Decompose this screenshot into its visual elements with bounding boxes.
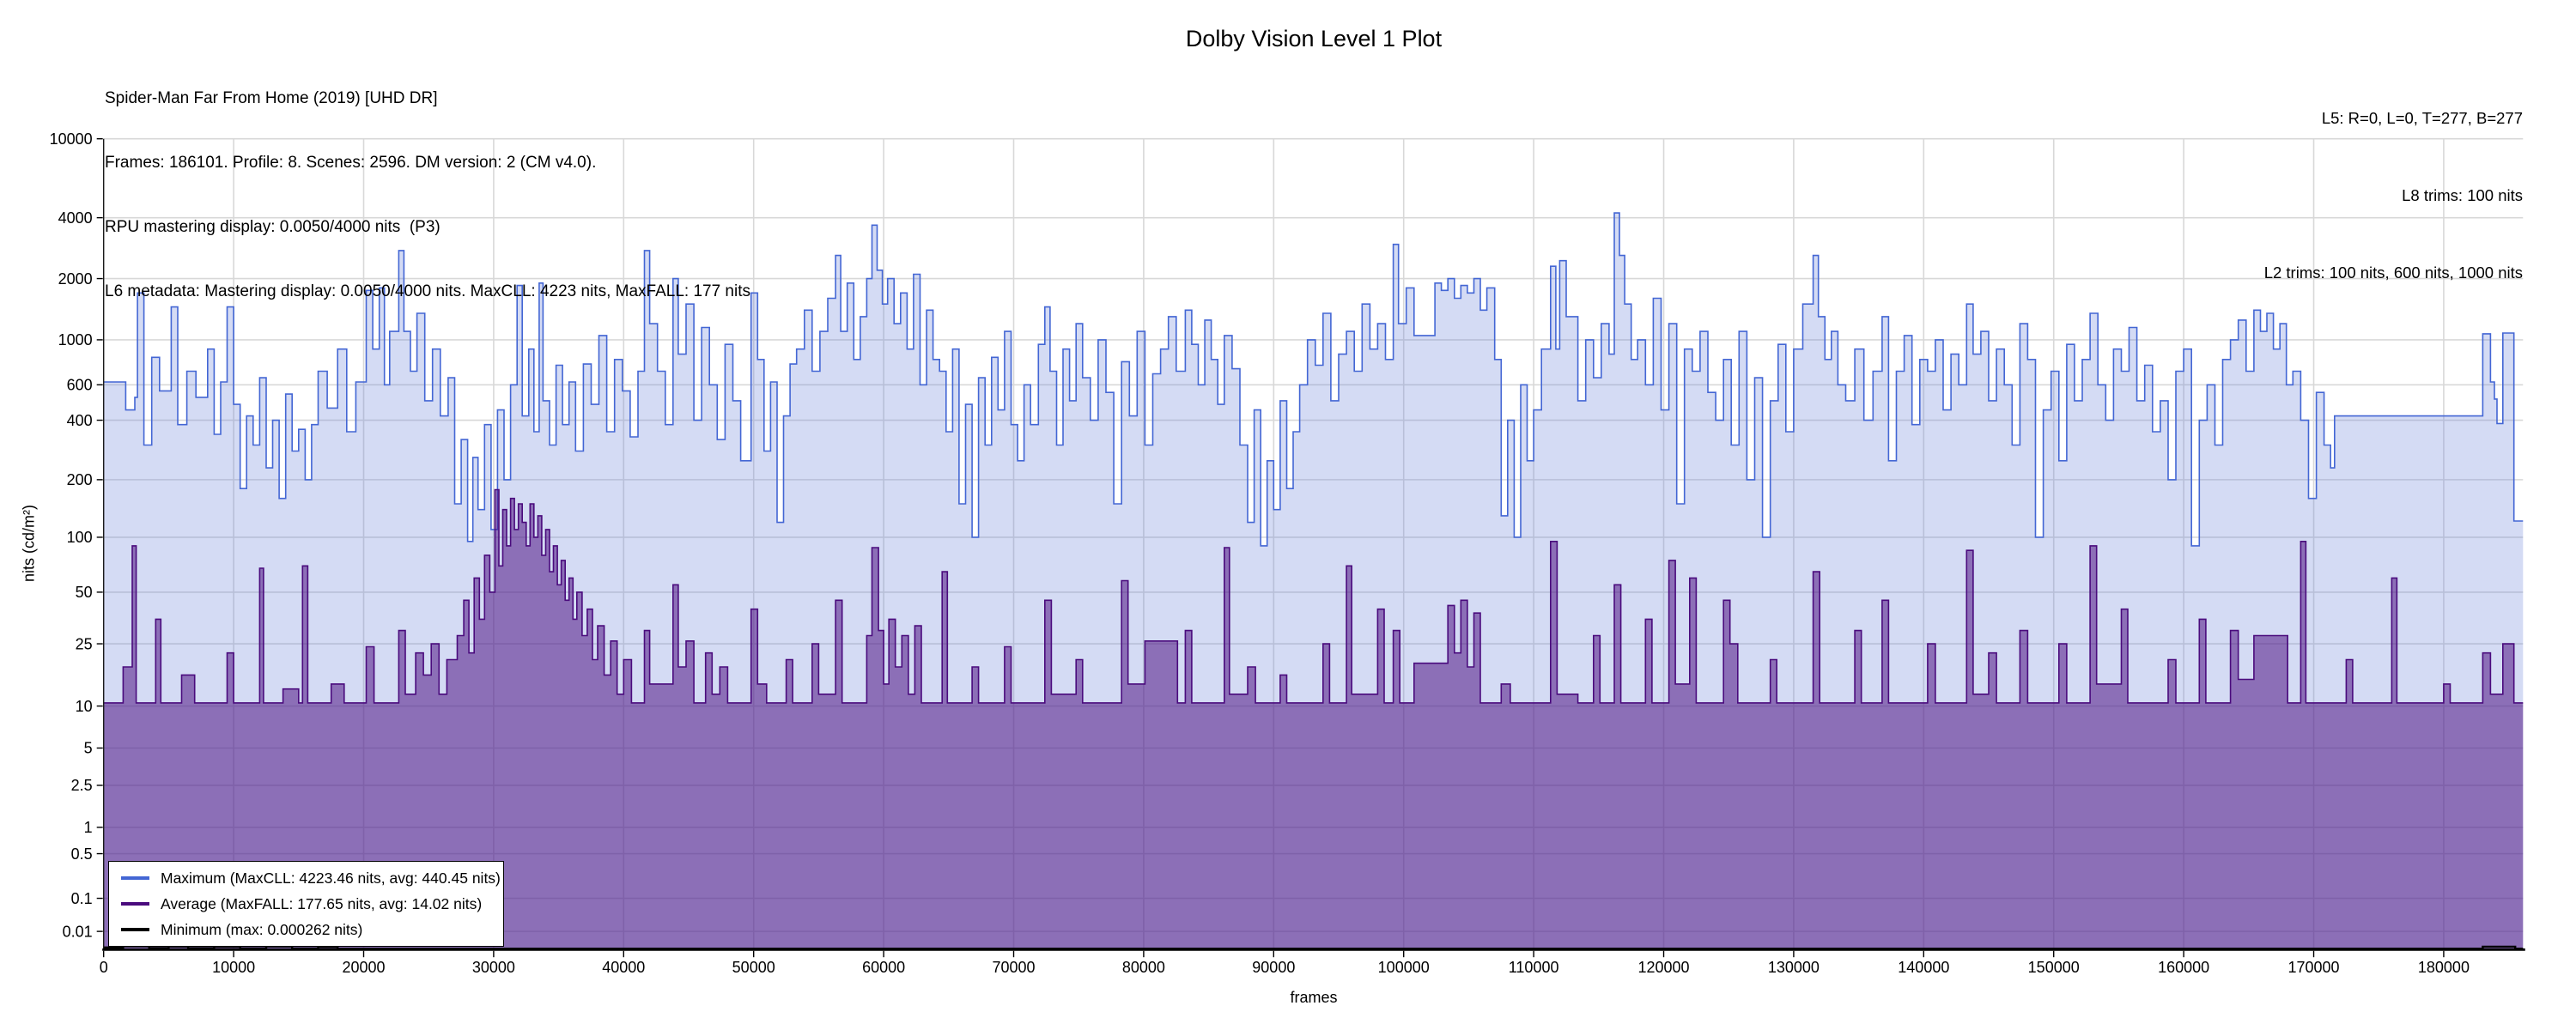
metadata-line-l6: L6 metadata: Mastering display: 0.0050/4… bbox=[105, 282, 750, 300]
y-tick-label: 0.5 bbox=[71, 845, 93, 863]
y-tick-label: 4000 bbox=[58, 209, 93, 227]
x-axis-label: frames bbox=[1290, 989, 1338, 1006]
y-tick-label: 2.5 bbox=[71, 777, 93, 794]
x-tick-label: 180000 bbox=[2418, 959, 2470, 976]
x-tick-label: 150000 bbox=[2028, 959, 2080, 976]
y-tick-label: 1000 bbox=[58, 331, 93, 348]
x-tick-label: 60000 bbox=[862, 959, 905, 976]
minimum-line-swatch bbox=[121, 928, 149, 931]
x-tick-label: 10000 bbox=[212, 959, 255, 976]
x-tick-label: 30000 bbox=[472, 959, 515, 976]
y-tick-label: 0.01 bbox=[63, 923, 93, 940]
legend-label-maximum: Maximum (MaxCLL: 4223.46 nits, avg: 440.… bbox=[161, 869, 501, 887]
metadata-line-l8: L8 trims: 100 nits bbox=[2402, 186, 2523, 204]
y-tick-label: 200 bbox=[67, 471, 93, 488]
metadata-block-left: Spider-Man Far From Home (2019) [UHD DR]… bbox=[105, 45, 750, 345]
metadata-line-l2: L2 trims: 100 nits, 600 nits, 1000 nits bbox=[2263, 264, 2523, 282]
page-title: Dolby Vision Level 1 Plot bbox=[1185, 26, 1443, 52]
x-tick-label: 120000 bbox=[1637, 959, 1689, 976]
x-tick-label: 100000 bbox=[1378, 959, 1430, 976]
y-tick-label: 5 bbox=[84, 740, 93, 757]
average-line bbox=[103, 488, 2524, 704]
x-tick-label: 90000 bbox=[1252, 959, 1295, 976]
legend-item-average: Average (MaxFALL: 177.65 nits, avg: 14.0… bbox=[121, 895, 503, 913]
y-tick-label: 10 bbox=[76, 698, 93, 715]
x-tick-label: 40000 bbox=[602, 959, 645, 976]
maximum-line-swatch bbox=[121, 876, 149, 880]
legend-label-average: Average (MaxFALL: 177.65 nits, avg: 14.0… bbox=[161, 894, 483, 912]
x-tick-label: 170000 bbox=[2287, 959, 2339, 976]
metadata-line-rpu: RPU mastering display: 0.0050/4000 nits … bbox=[105, 218, 440, 236]
x-tick-label: 70000 bbox=[992, 959, 1035, 976]
legend-item-maximum: Maximum (MaxCLL: 4223.46 nits, avg: 440.… bbox=[121, 869, 503, 888]
y-tick-label: 25 bbox=[76, 635, 93, 652]
x-tick-label: 80000 bbox=[1122, 959, 1165, 976]
y-tick-label: 600 bbox=[67, 377, 93, 394]
legend-label-minimum: Minimum (max: 0.000262 nits) bbox=[161, 920, 363, 938]
x-tick-label: 160000 bbox=[2158, 959, 2209, 976]
x-tick-label: 140000 bbox=[1898, 959, 1949, 976]
x-tick-label: 50000 bbox=[732, 959, 775, 976]
metadata-line-frames: Frames: 186101. Profile: 8. Scenes: 2596… bbox=[105, 154, 597, 172]
y-axis-label: nits (cd/m²) bbox=[20, 505, 38, 582]
x-tick-label: 20000 bbox=[342, 959, 385, 976]
x-tick-label: 0 bbox=[100, 959, 108, 976]
y-tick-label: 0.1 bbox=[71, 890, 93, 907]
metadata-block-right: L5: R=0, L=0, T=277, B=277 L8 trims: 100… bbox=[2264, 54, 2523, 337]
metadata-line-l5: L5: R=0, L=0, T=277, B=277 bbox=[2321, 109, 2523, 127]
legend-item-minimum: Minimum (max: 0.000262 nits) bbox=[121, 921, 503, 939]
average-area bbox=[103, 489, 2524, 950]
legend-box: Maximum (MaxCLL: 4223.46 nits, avg: 440.… bbox=[108, 861, 504, 947]
metadata-line-title: Spider-Man Far From Home (2019) [UHD DR] bbox=[105, 89, 438, 107]
y-tick-label: 400 bbox=[67, 412, 93, 429]
y-tick-label: 100 bbox=[67, 529, 93, 546]
y-tick-label: 2000 bbox=[58, 270, 93, 288]
average-line-swatch bbox=[121, 902, 149, 906]
y-tick-label: 1 bbox=[84, 819, 93, 836]
y-tick-label: 10000 bbox=[50, 130, 93, 148]
x-tick-label: 130000 bbox=[1768, 959, 1820, 976]
y-tick-label: 50 bbox=[76, 584, 93, 601]
x-tick-label: 110000 bbox=[1509, 959, 1559, 976]
